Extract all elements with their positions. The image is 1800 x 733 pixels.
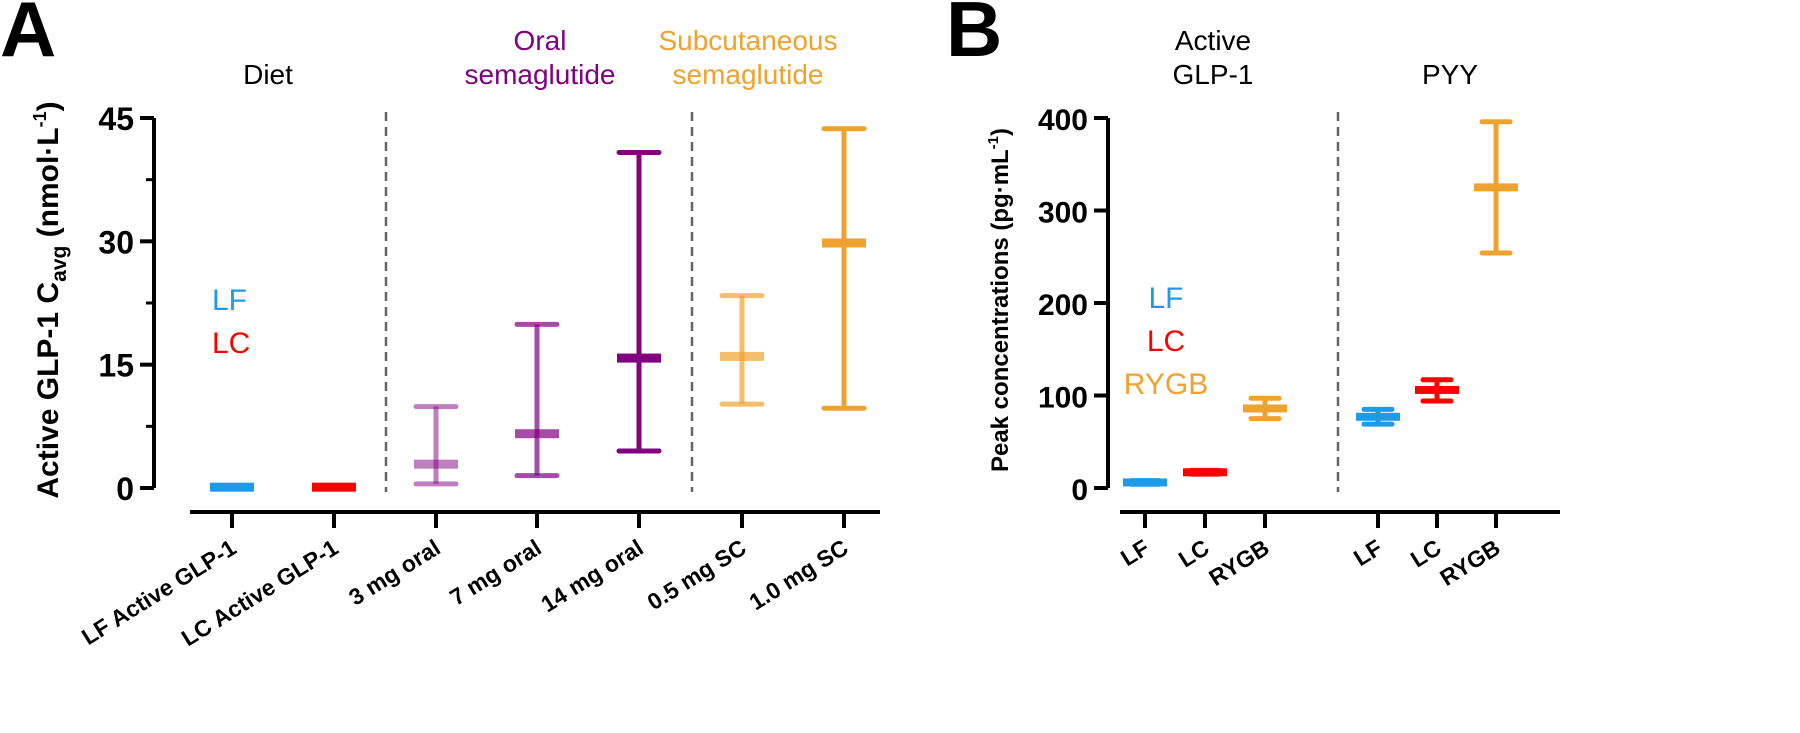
mean-marker [1243, 404, 1287, 413]
y-axis-label-b: Peak concentrations (pg·mL-1) [985, 128, 1014, 472]
y-tick-label: 45 [98, 101, 134, 137]
legend-rygb-b: RYGB [1124, 368, 1208, 401]
y-tick-label: 100 [1038, 382, 1088, 415]
y-axis-label-a: Active GLP-1 Cavg (nmol·L-1) [30, 101, 71, 498]
group-label-oral-line2: semaglutide [465, 59, 616, 90]
mean-marker [822, 238, 866, 248]
mean-marker [1123, 478, 1167, 487]
group-label-diet: Diet [243, 59, 293, 90]
mean-marker [720, 351, 764, 361]
x-tick-label: 0.5 mg SC [643, 534, 751, 615]
legend-lf: LF [212, 284, 247, 317]
legend-lc: LC [212, 327, 250, 360]
group-label-active-glp1-line1: Active [1175, 25, 1251, 56]
panel-letter-b: B [946, 0, 1002, 73]
panel-letter-a: A [0, 0, 56, 73]
legend-lf-b: LF [1148, 282, 1183, 315]
mean-marker [617, 353, 661, 363]
group-label-sc-line2: semaglutide [673, 59, 824, 90]
mean-marker [515, 429, 559, 439]
x-tick-label: 7 mg oral [445, 534, 546, 610]
mean-marker [414, 459, 458, 469]
mean-marker [1474, 183, 1518, 192]
legend-lc-b: LC [1147, 325, 1185, 358]
y-tick-label: 0 [1071, 474, 1088, 507]
group-label-oral-line1: Oral [514, 25, 567, 56]
group-label-sc-line1: Subcutaneous [658, 25, 837, 56]
x-tick-label: LF [1349, 534, 1387, 571]
y-tick-label: 400 [1038, 104, 1088, 137]
group-label-pyy: PYY [1422, 59, 1478, 90]
x-tick-label: RYGB [1435, 534, 1504, 591]
mean-marker [312, 482, 356, 492]
y-tick-label: 300 [1038, 197, 1088, 230]
mean-marker [210, 482, 254, 492]
mean-marker [1415, 385, 1459, 394]
x-tick-label: LF [1116, 534, 1154, 571]
y-tick-label: 30 [98, 224, 134, 260]
group-label-active-glp1-line2: GLP-1 [1173, 59, 1254, 90]
mean-marker [1183, 468, 1227, 477]
x-tick-label: RYGB [1204, 534, 1273, 591]
mean-marker [1356, 412, 1400, 421]
x-tick-label: 1.0 mg SC [745, 534, 853, 615]
y-tick-label: 0 [116, 471, 134, 507]
x-tick-label: 14 mg oral [536, 534, 647, 617]
y-tick-label: 200 [1038, 289, 1088, 322]
y-tick-label: 15 [98, 348, 134, 384]
x-tick-label: 3 mg oral [344, 534, 445, 610]
